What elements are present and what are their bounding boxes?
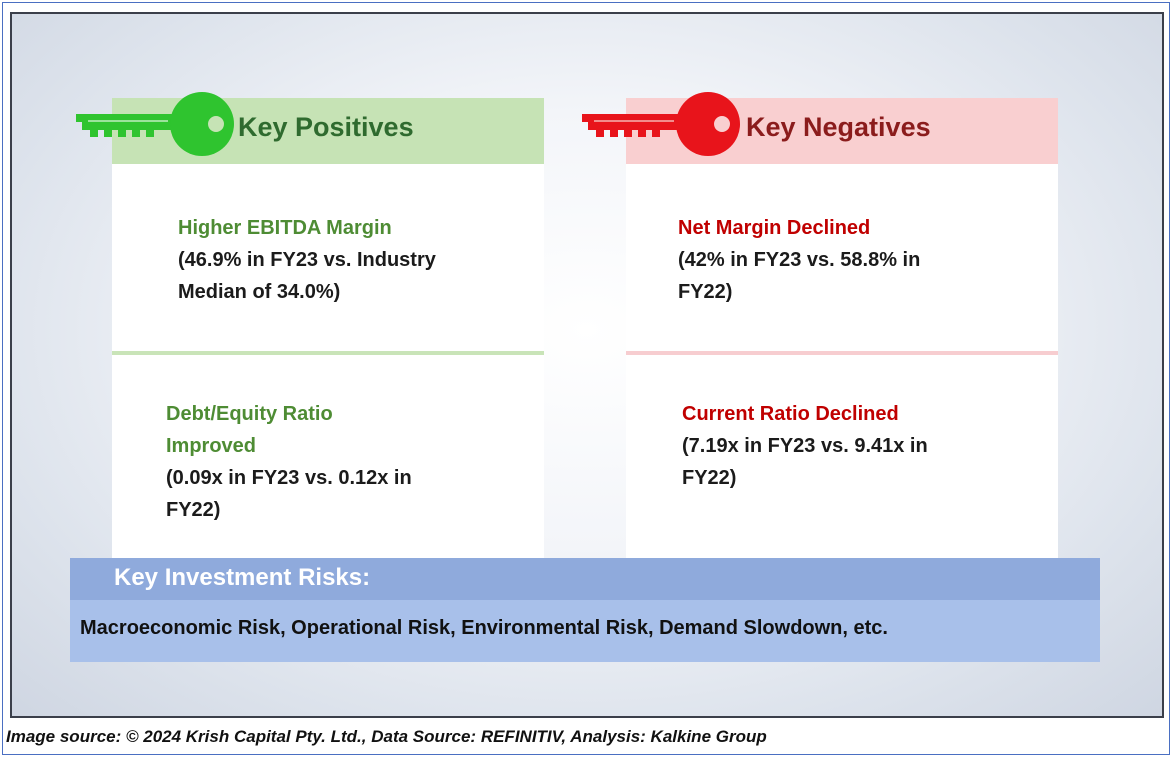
negative-item-current-ratio: Current Ratio Declined (7.19x in FY23 vs…: [682, 398, 928, 494]
positive-item-text: Median of 34.0%): [178, 281, 341, 303]
negative-item-text: (7.19x in FY23 vs. 9.41x in: [682, 435, 928, 457]
negative-item-title: Net Margin Declined: [678, 217, 871, 239]
key-positives-title: Key Positives: [238, 112, 414, 142]
key-positives-card: Key Positives Higher EBITDA Margin (46.9…: [76, 92, 544, 558]
positive-item-debt-equity: Debt/Equity Ratio Improved (0.09x in FY2…: [166, 398, 412, 526]
negative-item-text: FY22): [678, 281, 733, 303]
green-key-icon: [76, 92, 234, 156]
image-source-caption: Image source: © 2024 Krish Capital Pty. …: [6, 727, 767, 746]
positive-item-text: (0.09x in FY23 vs. 0.12x in: [166, 467, 412, 489]
risks-header: Key Investment Risks:: [70, 558, 1100, 600]
positive-item-text: (46.9% in FY23 vs. Industry: [178, 249, 436, 271]
negative-item-net-margin: Net Margin Declined (42% in FY23 vs. 58.…: [678, 212, 920, 308]
positive-item-text: FY22): [166, 499, 221, 521]
risks-title: Key Investment Risks:: [114, 564, 371, 591]
key-negatives-card: Key Negatives Net Margin Declined (42% i…: [582, 92, 1058, 558]
positive-item-ebitda: Higher EBITDA Margin (46.9% in FY23 vs. …: [178, 212, 436, 308]
key-positives-header: Key Positives: [76, 92, 544, 164]
risks-text: Macroeconomic Risk, Operational Risk, En…: [80, 617, 888, 639]
risks-body: Macroeconomic Risk, Operational Risk, En…: [70, 600, 1100, 662]
positive-item-title: Higher EBITDA Margin: [178, 217, 392, 239]
key-negatives-title: Key Negatives: [746, 112, 931, 142]
negative-divider: [626, 351, 1058, 355]
positive-item-title: Improved: [166, 435, 257, 457]
positive-divider: [112, 351, 544, 355]
positive-item-title: Debt/Equity Ratio: [166, 403, 333, 425]
key-investment-risks: Key Investment Risks: Macroeconomic Risk…: [70, 558, 1100, 662]
negative-item-title: Current Ratio Declined: [682, 403, 899, 425]
negative-item-text: FY22): [682, 467, 737, 489]
negative-item-text: (42% in FY23 vs. 58.8% in: [678, 249, 921, 271]
key-negatives-header: Key Negatives: [582, 92, 1058, 164]
summary-panel: Key Positives Higher EBITDA Margin (46.9…: [10, 12, 1164, 718]
red-key-icon: [582, 92, 740, 156]
